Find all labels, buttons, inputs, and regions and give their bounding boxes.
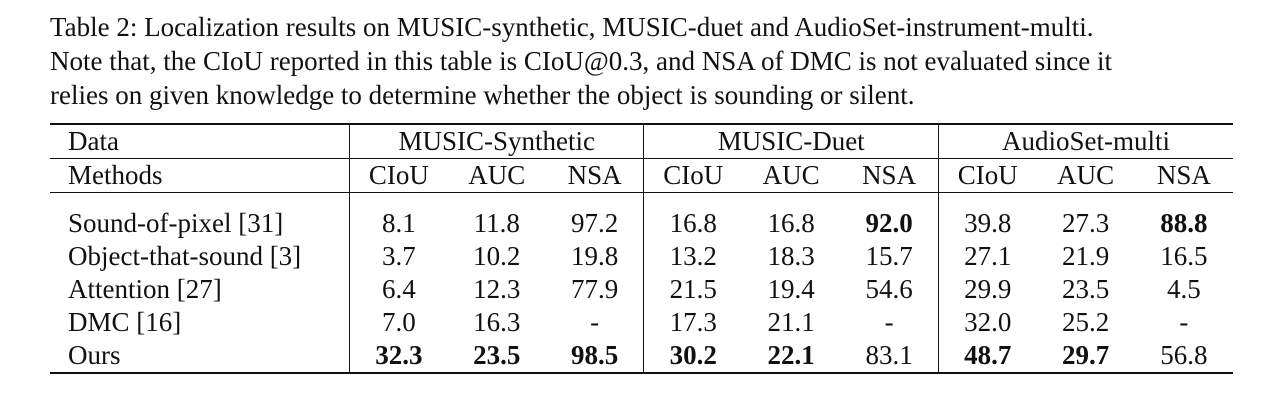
metric-header: NSA: [567, 160, 622, 190]
metric-value: 16.5: [1160, 241, 1208, 271]
spacer-row: [50, 192, 1233, 207]
metric-value: 21.5: [643, 273, 743, 306]
metric-value: 23.5: [1061, 274, 1110, 304]
data-header: Data: [68, 126, 119, 156]
metric-value: 16.8: [767, 208, 815, 238]
metric-value: 22.1: [767, 340, 815, 370]
caption-line-3: relies on given knowledge to determine w…: [50, 80, 915, 110]
metric-value: 27.1: [937, 240, 1037, 273]
metric-value: 11.8: [473, 208, 520, 238]
metric-value: 7.0: [349, 306, 448, 339]
results-table-container: Data MUSIC-Synthetic MUSIC-Duet AudioSet…: [50, 123, 1233, 374]
metric-value: 19.4: [767, 274, 815, 304]
metric-value: 13.2: [643, 240, 743, 273]
metric-value: 54.6: [865, 274, 913, 304]
table-row: Object-that-sound [3] 3.7 10.2 19.8 13.2 18.3…: [50, 240, 1233, 273]
metric-value: 17.3: [643, 306, 743, 339]
method-name: Sound-of-pixel [31]: [68, 208, 284, 238]
metric-value: 39.8: [937, 207, 1037, 240]
metric-value: 30.2: [643, 339, 743, 373]
method-name: Ours: [68, 340, 121, 370]
metric-header: AUC: [1057, 160, 1115, 190]
metric-value: 21.1: [767, 307, 815, 337]
metric-header: CIoU: [937, 158, 1037, 193]
table-row: Ours 32.3 23.5 98.5 30.2 22.1 83.1 48.7 29.7 56.8: [50, 339, 1233, 373]
group-header: AudioSet-multi: [937, 124, 1233, 159]
table-row: Attention [27] 6.4 12.3 77.9 21.5 19.4 54.6 29.…: [50, 273, 1233, 306]
metric-value: -: [590, 307, 600, 337]
metric-value: 16.3: [473, 307, 521, 337]
metric-value: 92.0: [865, 208, 913, 238]
metric-value: 88.8: [1160, 208, 1208, 238]
metric-header: NSA: [1156, 160, 1211, 190]
metric-value: 3.7: [349, 240, 448, 273]
methods-header: Methods: [68, 160, 163, 190]
metric-value: 12.3: [473, 274, 521, 304]
metric-value: 10.2: [473, 241, 521, 271]
metric-value: 25.2: [1061, 307, 1110, 337]
metric-value: 48.7: [937, 339, 1037, 373]
metric-value: 32.3: [349, 339, 448, 373]
metric-header: AUC: [762, 160, 820, 190]
metric-header: CIoU: [643, 158, 743, 193]
results-table: Data MUSIC-Synthetic MUSIC-Duet AudioSet…: [50, 123, 1233, 374]
metric-value: 56.8: [1160, 340, 1208, 370]
group-header-row: Data MUSIC-Synthetic MUSIC-Duet AudioSet…: [50, 124, 1233, 159]
metric-value: -: [884, 307, 894, 337]
metric-value: 15.7: [865, 241, 913, 271]
metric-value: 6.4: [349, 273, 448, 306]
metric-value: -: [1179, 307, 1189, 337]
metric-value: 97.2: [571, 208, 619, 238]
metric-header: AUC: [468, 160, 526, 190]
metric-value: 98.5: [571, 340, 619, 370]
method-name: DMC [16]: [68, 307, 182, 337]
metric-value: 8.1: [349, 207, 448, 240]
metric-value: 18.3: [767, 241, 815, 271]
metric-value: 32.0: [937, 306, 1037, 339]
metric-value: 19.8: [571, 241, 619, 271]
metric-header-row: Methods CIoU AUC NSA CIoU AUC NSA CIoU A…: [50, 158, 1233, 193]
metric-value: 29.7: [1061, 340, 1110, 370]
table-row: Sound-of-pixel [31] 8.1 11.8 97.2 16.8 16.8 92…: [50, 207, 1233, 240]
table-row: DMC [16] 7.0 16.3 - 17.3 21.1 - 32.0 25.2 -: [50, 306, 1233, 339]
method-name: Object-that-sound [3]: [68, 241, 302, 271]
metric-header: NSA: [862, 160, 917, 190]
metric-value: 21.9: [1061, 241, 1110, 271]
metric-value: 29.9: [937, 273, 1037, 306]
metric-value: 83.1: [865, 340, 913, 370]
metric-value: 4.5: [1166, 274, 1201, 304]
metric-value: 23.5: [473, 340, 521, 370]
metric-value: 16.8: [643, 207, 743, 240]
group-header: MUSIC-Duet: [643, 124, 939, 159]
method-name: Attention [27]: [68, 274, 222, 304]
metric-value: 77.9: [571, 274, 619, 304]
metric-header: CIoU: [349, 158, 448, 193]
metric-value: 27.3: [1061, 208, 1110, 238]
group-header: MUSIC-Synthetic: [349, 124, 644, 159]
caption-line-2: Note that, the CIoU reported in this tab…: [50, 46, 1112, 76]
table-caption: Table 2: Localization results on MUSIC-s…: [50, 10, 1260, 112]
caption-line-1: Table 2: Localization results on MUSIC-s…: [50, 12, 1094, 42]
